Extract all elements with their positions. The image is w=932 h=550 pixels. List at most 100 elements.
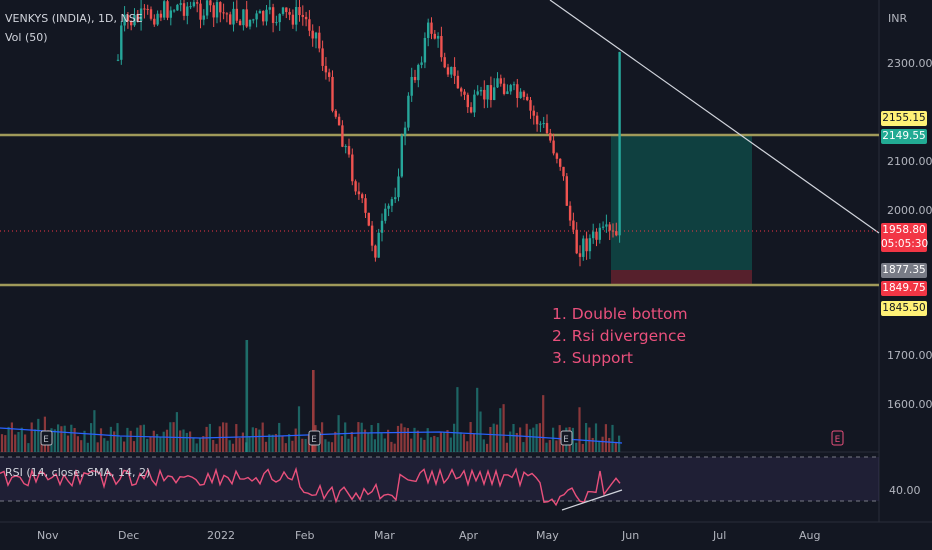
volume-bar [312, 370, 315, 452]
price-tick: 2300.00 [887, 57, 932, 70]
candle-body [341, 125, 344, 147]
volume-bar [601, 436, 604, 452]
volume-bar [387, 429, 390, 452]
volume-bar [179, 430, 182, 452]
volume-bar [142, 424, 145, 452]
volume-bar [479, 411, 482, 452]
volume-bar [509, 431, 512, 452]
volume-bar [66, 435, 70, 452]
candle-body [245, 9, 248, 27]
candle-body [430, 22, 433, 34]
volume-bar [317, 443, 320, 452]
volume-bar [215, 443, 218, 452]
rsi-divergence-line [561, 489, 623, 511]
volume-bar [76, 436, 79, 452]
volume-bar [344, 422, 347, 452]
candle-body [506, 91, 509, 94]
volume-bar [86, 442, 89, 452]
volume-bar [453, 423, 456, 452]
earnings-marker-icon [560, 430, 573, 446]
price-tick: 2100.00 [887, 155, 932, 168]
candle-body [324, 65, 328, 73]
annotation-line[interactable]: 2. Rsi divergence [552, 327, 687, 345]
candle-body [262, 11, 265, 22]
candle-body [285, 7, 288, 13]
candle-body [529, 100, 532, 111]
candle-body [595, 231, 598, 240]
volume-bar [4, 435, 7, 452]
volume-bar [532, 427, 535, 452]
annotation-line[interactable]: 1. Double bottom [552, 305, 688, 323]
volume-indicator-label[interactable]: Vol (50) [5, 31, 48, 44]
candle-body [535, 115, 539, 125]
volume-bar [14, 434, 17, 452]
volume-bar [175, 412, 178, 452]
candle-body [469, 107, 473, 113]
volume-bar [383, 438, 386, 452]
candle-body [219, 2, 222, 13]
candle-body [417, 64, 420, 81]
candle-body [545, 123, 549, 134]
volume-bar [241, 432, 244, 452]
candle-body [463, 91, 466, 95]
volume-bar [198, 438, 202, 452]
volume-bar [10, 422, 13, 452]
time-label: Apr [459, 529, 479, 542]
volume-bar [476, 387, 479, 452]
volume-bar [370, 424, 373, 452]
volume-bar [522, 442, 525, 452]
candle-body [572, 220, 575, 230]
volume-bar [502, 404, 505, 452]
volume-bar [608, 437, 611, 452]
volume-bar [423, 439, 426, 452]
candle-body [189, 6, 192, 8]
candle-body [291, 14, 295, 25]
volume-bar [165, 429, 169, 452]
candle-body [588, 238, 592, 252]
candle-body [476, 91, 479, 95]
volume-bar [235, 424, 238, 452]
volume-bar [116, 423, 119, 452]
rsi-indicator-label[interactable]: RSI (14, close, SMA, 14, 2) [5, 466, 151, 479]
earnings-marker-label: E [835, 435, 841, 445]
candle-body [559, 158, 562, 167]
candle-body [486, 85, 489, 100]
volume-bar [109, 426, 112, 452]
candle-body [308, 19, 311, 31]
price-tick: 1700.00 [887, 349, 932, 362]
candle-body [172, 10, 176, 12]
symbol-title[interactable]: VENKYS (INDIA), 1D, NSE [5, 12, 143, 25]
candle-body [608, 224, 611, 231]
volume-bar [294, 428, 297, 452]
volume-bar [288, 434, 291, 452]
volume-bar [505, 442, 508, 452]
time-label: Jul [713, 529, 727, 542]
volume-bar [245, 340, 249, 452]
volume-bar [347, 438, 350, 452]
candle-body [337, 116, 341, 126]
candle-body [328, 72, 331, 77]
volume-bar [123, 441, 126, 452]
candle-body [202, 15, 205, 20]
earnings-marker-icon [40, 430, 53, 446]
volume-bar [297, 406, 301, 452]
volume-bar [228, 440, 231, 452]
volume-bar [185, 432, 188, 452]
candle-body [542, 123, 545, 125]
annotation-line[interactable]: 3. Support [552, 349, 633, 367]
volume-bar [212, 439, 215, 452]
rsi-line [0, 466, 621, 507]
volume-bar [182, 429, 185, 452]
volume-bar [248, 436, 251, 452]
candle-body [225, 13, 229, 15]
volume-bar [70, 424, 73, 452]
candle-body [384, 208, 387, 221]
volume-bar [278, 422, 281, 452]
volume-bar [274, 434, 277, 452]
candle-body [169, 10, 172, 18]
candle-body [156, 13, 159, 25]
candle-body [196, 2, 199, 4]
volume-bar [189, 431, 192, 452]
